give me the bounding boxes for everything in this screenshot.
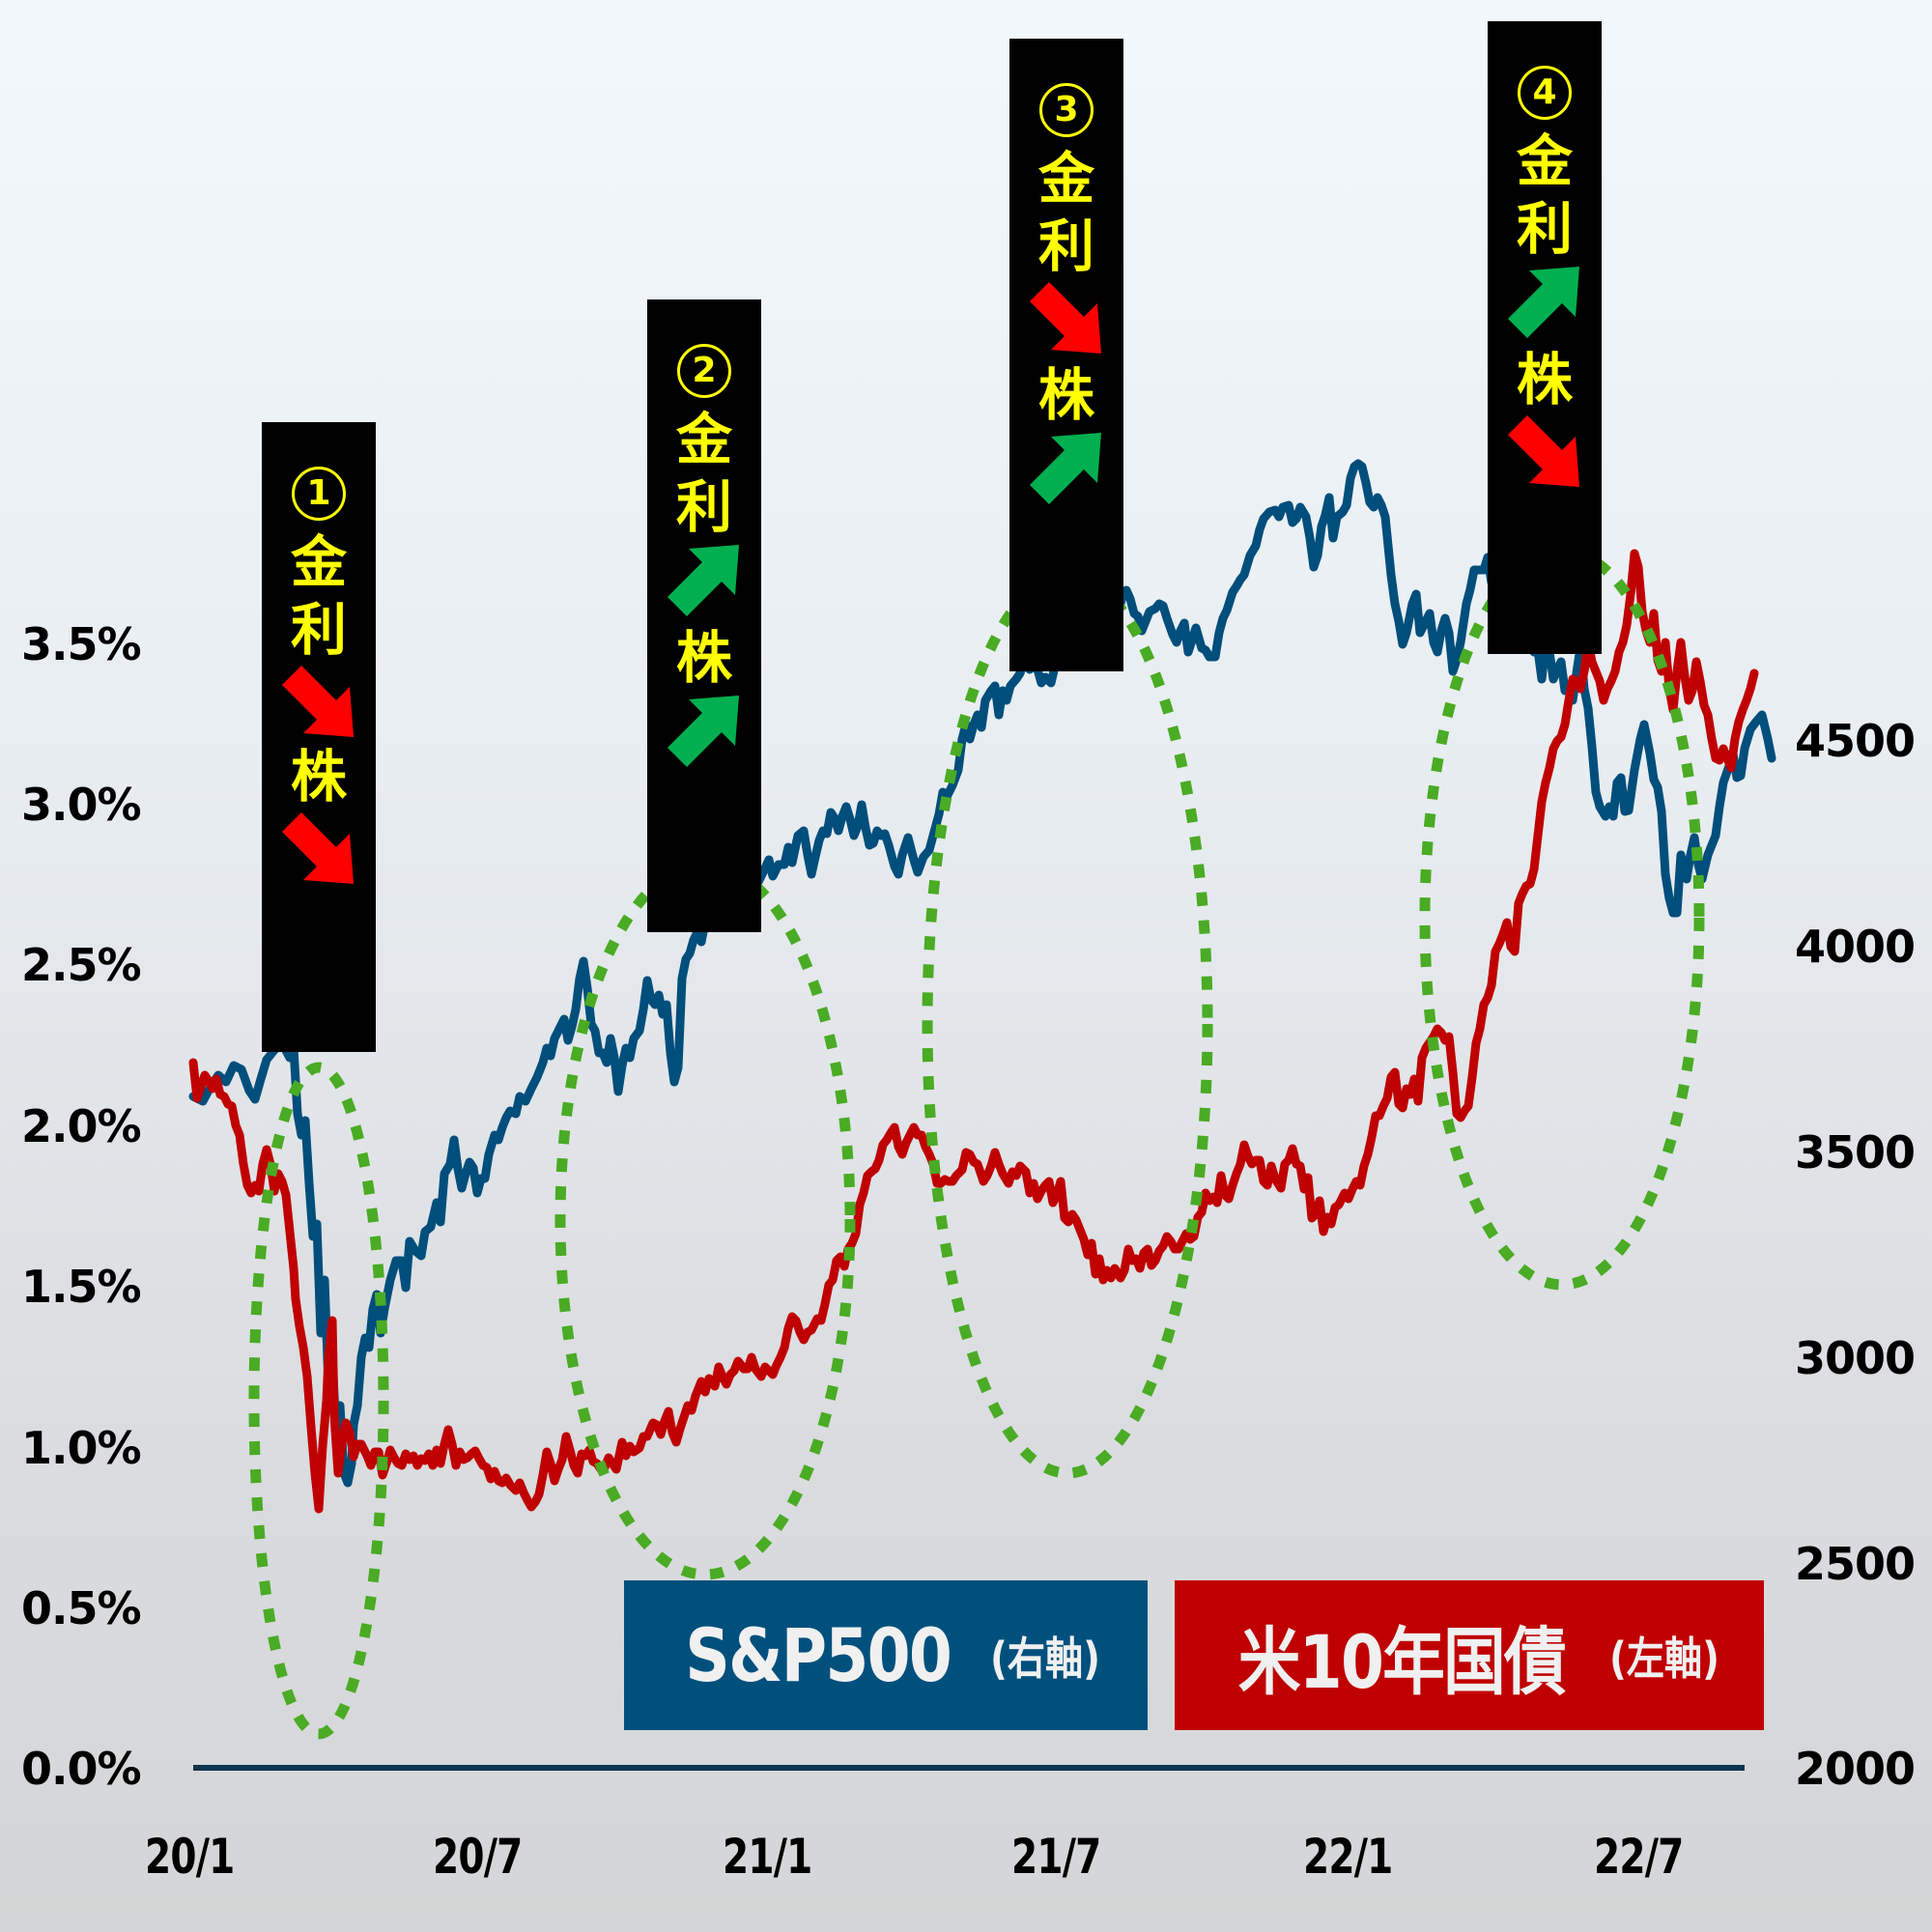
callout-kanji: 利	[1516, 196, 1573, 262]
right-axis-tick: 2000	[1795, 1743, 1916, 1795]
x-axis-tick: 22/7	[1594, 1829, 1684, 1885]
callout-kanji: 株	[1037, 362, 1094, 428]
callout-kanji: 株	[290, 744, 347, 810]
legend-bond-label: 米10年国債	[1237, 1618, 1567, 1705]
legend-bond-axis: (左軸)	[1608, 1632, 1719, 1685]
legend-bond: 米10年国債 (左軸)	[1175, 1580, 1764, 1730]
x-axis-tick: 21/7	[1011, 1829, 1101, 1885]
arrow-down-icon	[282, 812, 354, 884]
left-axis-tick: 0.0%	[21, 1743, 142, 1795]
callout-kanji: 金	[1037, 146, 1094, 212]
left-axis-tick: 3.5%	[21, 618, 142, 670]
right-axis-tick: 2500	[1795, 1538, 1916, 1590]
arrow-up-icon	[668, 696, 739, 767]
left-axis-tick: 2.0%	[21, 1100, 142, 1152]
arrow-up-icon	[1030, 433, 1101, 504]
x-axis-tick: 20/1	[145, 1829, 235, 1885]
right-axis-tick: 3000	[1795, 1332, 1916, 1384]
callout-3: 3 金 利 株	[1009, 39, 1123, 671]
callout-kanji: 金	[1516, 128, 1573, 194]
arrow-down-icon	[1508, 415, 1579, 487]
highlight-ellipse-3	[922, 569, 1213, 1479]
callout-kanji: 利	[1037, 213, 1094, 279]
arrow-up-icon	[1508, 267, 1579, 338]
left-axis-tick: 2.5%	[21, 939, 142, 991]
callout-kanji: 利	[675, 474, 732, 540]
legend-sp500-axis: (右軸)	[989, 1632, 1100, 1685]
callout-2: 2 金 利 株	[647, 299, 761, 932]
callout-number: 1	[292, 467, 346, 521]
callout-kanji: 金	[290, 529, 347, 595]
right-axis-tick: 4000	[1795, 921, 1916, 973]
highlight-ellipse-2	[554, 858, 856, 1580]
arrow-down-icon	[1030, 282, 1101, 354]
arrow-up-icon	[668, 545, 739, 616]
right-axis-tick: 3500	[1795, 1126, 1916, 1179]
callout-kanji: 利	[290, 597, 347, 663]
x-axis-tick: 22/1	[1303, 1829, 1393, 1885]
callout-kanji: 株	[1516, 347, 1573, 412]
x-axis-tick: 21/1	[723, 1829, 812, 1885]
highlight-ellipse-4	[1419, 545, 1705, 1291]
bond-line	[188, 549, 1759, 1514]
callout-kanji: 株	[675, 625, 732, 691]
left-axis-tick: 1.5%	[21, 1261, 142, 1313]
arrow-down-icon	[282, 666, 354, 737]
legend-sp500-label: S&P500	[685, 1612, 953, 1698]
callout-number: 4	[1518, 66, 1572, 120]
left-axis-tick: 0.5%	[21, 1582, 142, 1634]
callout-1: 1 金 利 株	[262, 422, 376, 1052]
left-axis-tick: 3.0%	[21, 779, 142, 831]
legend-sp500: S&P500 (右軸)	[624, 1580, 1148, 1730]
x-axis-tick: 20/7	[433, 1829, 523, 1885]
callout-number: 2	[677, 344, 731, 398]
right-axis-tick: 4500	[1795, 715, 1916, 767]
callout-number: 3	[1039, 83, 1094, 137]
highlight-ellipse-1	[248, 1062, 389, 1740]
callout-4: 4 金 利 株	[1488, 21, 1602, 654]
left-axis-tick: 1.0%	[21, 1422, 142, 1474]
callout-kanji: 金	[675, 407, 732, 472]
